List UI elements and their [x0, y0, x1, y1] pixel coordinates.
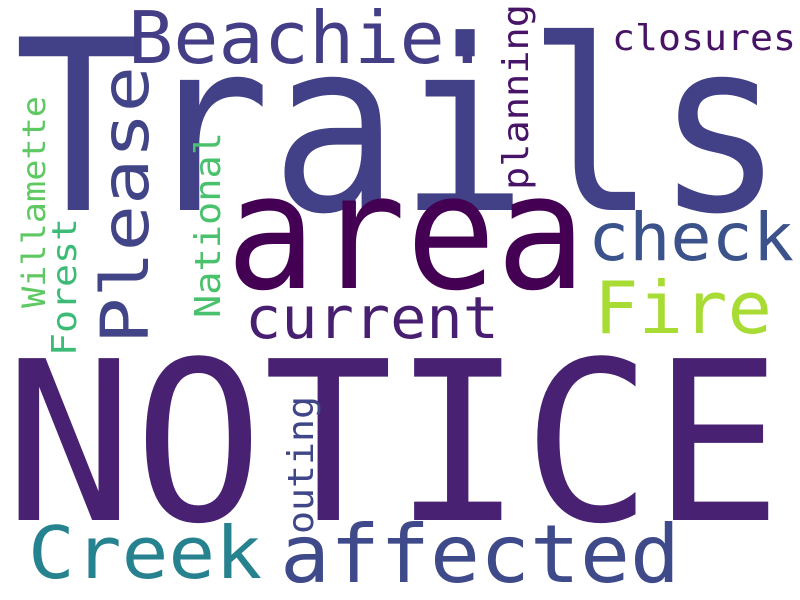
word-affected: affected — [280, 508, 680, 600]
word-beachie: Beachie. — [128, 0, 490, 80]
word-area: area — [226, 139, 586, 326]
word-national: National — [188, 132, 229, 318]
word-notice: NOTICE — [4, 315, 782, 573]
word-fire: Fire — [594, 266, 772, 350]
word-check: check — [588, 199, 794, 276]
word-trails: Trails — [14, 0, 784, 267]
word-closures: closures — [612, 18, 796, 59]
word-forest: Forest — [45, 218, 85, 356]
word-current: current — [245, 284, 499, 352]
word-planning: planning — [496, 4, 537, 190]
word-outing: outing — [281, 396, 322, 534]
word-creek: Creek — [28, 511, 262, 595]
word-please: Please — [87, 66, 164, 344]
word-willamette: Willamette — [15, 96, 53, 308]
